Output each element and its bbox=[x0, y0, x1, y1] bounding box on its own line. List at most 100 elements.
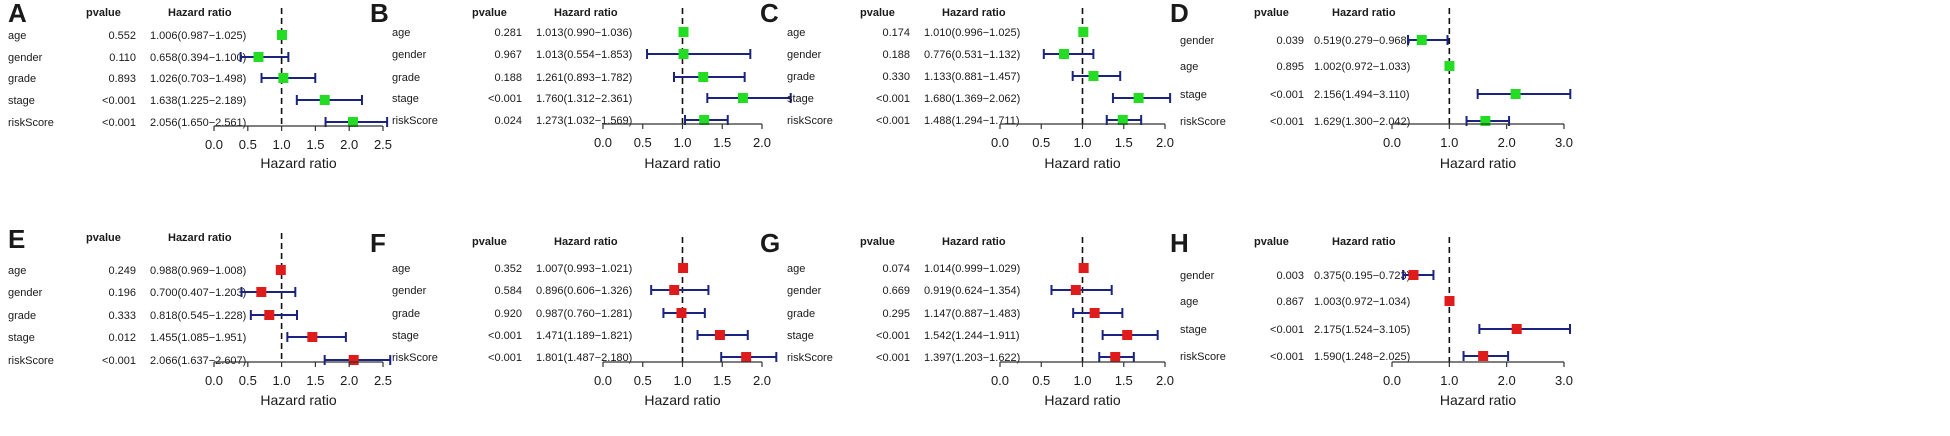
row-label: grade bbox=[787, 71, 815, 83]
row-hazard-ratio: 0.375(0.195−0.723) bbox=[1314, 270, 1410, 282]
x-axis-label: Hazard ratio bbox=[644, 155, 720, 171]
row-label: grade bbox=[392, 72, 420, 84]
x-tick-label: 0.5 bbox=[239, 137, 257, 152]
row-hazard-ratio: 1.801(1.487−2.180) bbox=[536, 352, 632, 364]
row-hazard-ratio: 1.273(1.032−1.569) bbox=[536, 115, 632, 127]
pvalue-header: pvalue bbox=[1254, 7, 1289, 19]
pvalue-header: pvalue bbox=[472, 236, 507, 248]
row-hazard-ratio: 0.700(0.407−1.203) bbox=[150, 287, 246, 299]
hr-marker bbox=[1408, 270, 1419, 280]
row-hazard-ratio: 1.026(0.703−1.498) bbox=[150, 73, 246, 85]
x-tick-label: 1.0 bbox=[1073, 373, 1091, 388]
hr-marker bbox=[278, 73, 289, 83]
row-label: stage bbox=[8, 95, 35, 107]
row-hazard-ratio: 1.133(0.881−1.457) bbox=[924, 71, 1020, 83]
hazard-ratio-header: Hazard ratio bbox=[168, 7, 232, 19]
hr-marker bbox=[275, 265, 286, 275]
hr-marker bbox=[1117, 115, 1128, 125]
hazard-ratio-header: Hazard ratio bbox=[942, 7, 1006, 19]
panel-letter: B bbox=[370, 0, 389, 28]
hazard-ratio-header: Hazard ratio bbox=[942, 236, 1006, 248]
hr-marker bbox=[319, 95, 330, 105]
x-tick-label: 1.0 bbox=[1440, 373, 1458, 388]
row-hazard-ratio: 0.988(0.969−1.008) bbox=[150, 265, 246, 277]
row-label: stage bbox=[787, 330, 814, 342]
hr-marker bbox=[1511, 324, 1522, 334]
row-label: grade bbox=[787, 308, 815, 320]
x-tick-label: 0.0 bbox=[594, 373, 612, 388]
row-pvalue: 0.352 bbox=[494, 263, 522, 275]
row-label: riskScore bbox=[1180, 351, 1226, 363]
hr-marker bbox=[1480, 116, 1491, 126]
panel-letter: F bbox=[370, 228, 386, 258]
row-hazard-ratio: 1.261(0.893−1.782) bbox=[536, 72, 632, 84]
hr-marker bbox=[1416, 35, 1427, 45]
hr-marker bbox=[1059, 49, 1070, 59]
hr-marker bbox=[347, 117, 358, 127]
x-tick-label: 2.0 bbox=[1156, 373, 1174, 388]
row-hazard-ratio: 2.156(1.494−3.110) bbox=[1314, 89, 1410, 101]
hr-marker bbox=[737, 93, 748, 103]
row-label: age bbox=[392, 263, 410, 275]
hr-marker bbox=[669, 285, 680, 295]
row-label: stage bbox=[392, 330, 419, 342]
hr-marker bbox=[714, 330, 725, 340]
row-hazard-ratio: 1.006(0.987−1.025) bbox=[150, 30, 246, 42]
hr-marker bbox=[253, 52, 264, 62]
x-tick-label: 0.0 bbox=[991, 373, 1009, 388]
row-label: grade bbox=[8, 310, 36, 322]
row-pvalue: 0.196 bbox=[108, 287, 136, 299]
x-tick-label: 0.0 bbox=[594, 135, 612, 150]
row-hazard-ratio: 1.760(1.312−2.361) bbox=[536, 93, 632, 105]
hr-marker bbox=[348, 355, 359, 365]
row-label: riskScore bbox=[787, 115, 833, 127]
row-hazard-ratio: 2.066(1.637−2.607) bbox=[150, 355, 246, 367]
row-pvalue: 0.333 bbox=[108, 310, 136, 322]
x-tick-label: 2.0 bbox=[753, 135, 771, 150]
row-pvalue: <0.001 bbox=[876, 330, 910, 342]
row-label: stage bbox=[392, 93, 419, 105]
hr-marker bbox=[1078, 27, 1089, 37]
x-tick-label: 1.0 bbox=[1073, 135, 1091, 150]
row-pvalue: 0.295 bbox=[882, 308, 910, 320]
x-tick-label: 1.0 bbox=[273, 373, 291, 388]
row-label: gender bbox=[8, 52, 43, 64]
x-tick-label: 0.0 bbox=[205, 137, 223, 152]
row-label: stage bbox=[1180, 89, 1207, 101]
pvalue-header: pvalue bbox=[472, 7, 507, 19]
row-hazard-ratio: 0.818(0.545−1.228) bbox=[150, 310, 246, 322]
hr-marker bbox=[1070, 285, 1081, 295]
row-hazard-ratio: 1.003(0.972−1.034) bbox=[1314, 296, 1410, 308]
hazard-ratio-header: Hazard ratio bbox=[554, 7, 618, 19]
hazard-ratio-header: Hazard ratio bbox=[1332, 7, 1396, 19]
hr-marker bbox=[1110, 352, 1121, 362]
hr-marker bbox=[307, 332, 318, 342]
hr-marker bbox=[698, 72, 709, 82]
row-label: riskScore bbox=[787, 352, 833, 364]
x-tick-label: 0.0 bbox=[1383, 135, 1401, 150]
hr-marker bbox=[256, 287, 267, 297]
hr-marker bbox=[678, 263, 689, 273]
row-pvalue: 0.895 bbox=[1276, 61, 1304, 73]
row-label: riskScore bbox=[1180, 116, 1226, 128]
row-label: stage bbox=[8, 332, 35, 344]
row-label: age bbox=[1180, 61, 1198, 73]
x-axis-label: Hazard ratio bbox=[1044, 392, 1120, 408]
row-pvalue: 0.003 bbox=[1276, 270, 1304, 282]
row-pvalue: <0.001 bbox=[102, 95, 136, 107]
pvalue-header: pvalue bbox=[860, 7, 895, 19]
row-hazard-ratio: 1.013(0.990−1.036) bbox=[536, 27, 632, 39]
x-tick-label: 1.0 bbox=[273, 137, 291, 152]
row-hazard-ratio: 1.013(0.554−1.853) bbox=[536, 49, 632, 61]
hr-marker bbox=[264, 310, 275, 320]
row-hazard-ratio: 2.175(1.524−3.105) bbox=[1314, 324, 1410, 336]
hr-marker bbox=[1122, 330, 1133, 340]
row-pvalue: 0.024 bbox=[494, 115, 522, 127]
row-pvalue: <0.001 bbox=[876, 352, 910, 364]
